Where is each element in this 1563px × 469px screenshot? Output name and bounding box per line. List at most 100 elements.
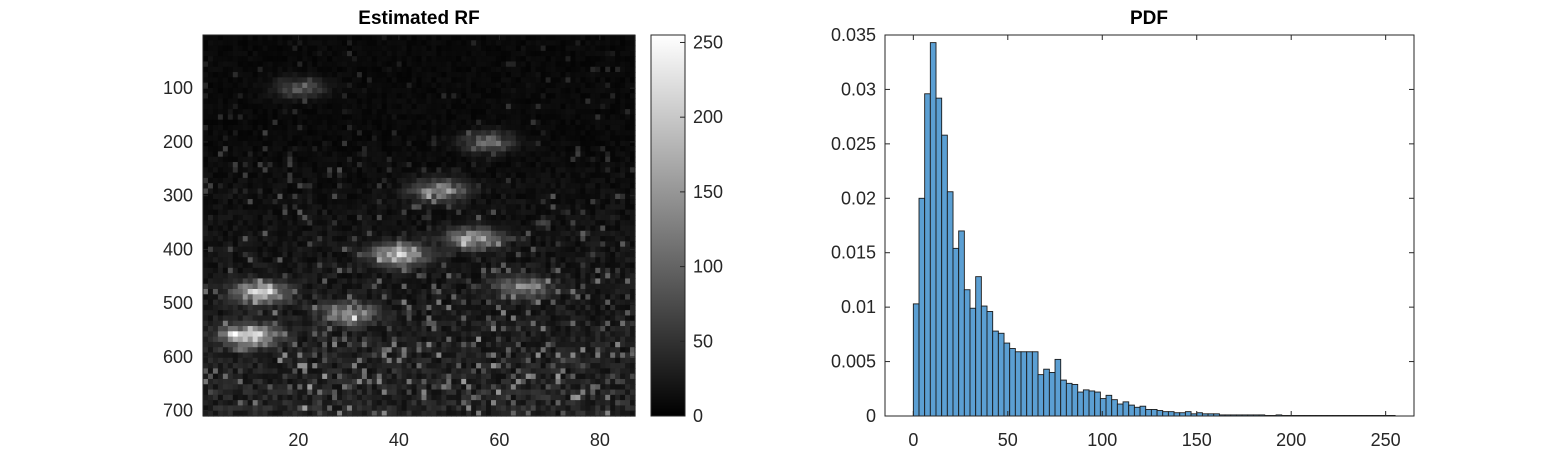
rf-pixel: [337, 141, 343, 147]
rf-pixel: [367, 199, 373, 205]
rf-pixel: [302, 310, 308, 316]
rf-pixel: [253, 146, 259, 152]
rf-pixel: [402, 114, 408, 120]
rf-pixel: [461, 77, 467, 83]
rf-pixel: [263, 173, 269, 179]
rf-pixel: [402, 151, 408, 157]
rf-pixel: [461, 199, 467, 205]
rf-pixel: [595, 88, 601, 94]
rf-pixel: [531, 130, 537, 136]
rf-pixel: [426, 61, 432, 67]
rf-pixel: [605, 56, 611, 62]
rf-pixel: [402, 77, 408, 83]
rf-pixel: [228, 77, 234, 83]
rf-pixel: [496, 67, 502, 73]
rf-pixel: [337, 83, 343, 89]
rf-pixel: [521, 284, 527, 290]
rf-pixel: [208, 194, 214, 200]
rf-pixel: [263, 183, 269, 189]
rf-pixel: [561, 77, 567, 83]
rf-pixel: [387, 215, 393, 221]
rf-pixel: [203, 220, 209, 226]
rf-pixel: [585, 204, 591, 210]
rf-pixel: [446, 99, 452, 105]
rf-pixel: [253, 88, 259, 94]
rf-pixel: [268, 46, 274, 52]
rf-pixel: [615, 326, 621, 332]
rf-pixel: [287, 284, 293, 290]
rf-pixel: [556, 284, 562, 290]
rf-pixel: [292, 326, 298, 332]
rf-pixel: [208, 151, 214, 157]
rf-pixel: [238, 337, 244, 343]
rf-pixel: [466, 136, 472, 142]
rf-pixel: [476, 315, 482, 321]
rf-pixel: [287, 130, 293, 136]
rf-pixel: [213, 77, 219, 83]
rf-pixel: [426, 252, 432, 258]
rf-pixel: [417, 326, 423, 332]
rf-pixel: [590, 194, 596, 200]
rf-pixel: [511, 310, 517, 316]
rf-pixel: [282, 109, 288, 115]
rf-pixel: [441, 109, 447, 115]
rf-pixel: [228, 167, 234, 173]
rf-pixel: [307, 88, 313, 94]
rf-pixel: [213, 157, 219, 163]
rf-pixel: [421, 141, 427, 147]
rf-pixel: [377, 268, 383, 274]
rf-pixel: [367, 93, 373, 99]
rf-pixel: [238, 278, 244, 284]
rf-pixel: [536, 104, 542, 110]
rf-pixel: [337, 167, 343, 173]
rf-pixel: [461, 210, 467, 216]
rf-pixel: [417, 226, 423, 232]
rf-pixel: [228, 294, 234, 300]
rf-pixel: [218, 263, 224, 269]
rf-pixel: [521, 72, 527, 78]
rf-pixel: [615, 51, 621, 57]
rf-pixel: [203, 136, 209, 142]
rf-pixel: [238, 157, 244, 163]
rf-pixel: [516, 231, 522, 237]
rf-pixel: [263, 315, 269, 321]
rf-pixel: [248, 93, 254, 99]
rf-pixel: [421, 173, 427, 179]
rf-pixel: [228, 263, 234, 269]
rf-pixel: [268, 252, 274, 258]
rf-pixel: [352, 289, 358, 295]
rf-pixel: [471, 278, 477, 284]
rf-pixel: [213, 46, 219, 52]
rf-pixel: [387, 257, 393, 263]
rf-pixel: [317, 162, 323, 168]
rf-pixel: [575, 109, 581, 115]
rf-pixel: [342, 109, 348, 115]
rf-pixel: [541, 125, 547, 131]
rf-pixel: [223, 310, 229, 316]
rf-pixel: [625, 46, 631, 52]
rf-pixel: [258, 46, 264, 52]
rf-pixel: [556, 141, 562, 147]
rf-pixel: [625, 289, 631, 295]
rf-pixel: [451, 226, 457, 232]
rf-pixel: [337, 300, 343, 306]
rf-pixel: [446, 257, 452, 263]
rf-pixel: [451, 109, 457, 115]
rf-pixel: [327, 40, 333, 46]
rf-pixel: [263, 67, 269, 73]
rf-pixel: [228, 157, 234, 163]
rf-pixel: [282, 326, 288, 332]
rf-pixel: [546, 61, 552, 67]
rf-pixel: [268, 35, 274, 41]
rf-pixel: [213, 337, 219, 343]
rf-pixel: [436, 300, 442, 306]
rf-pixel: [620, 284, 626, 290]
rf-pixel: [248, 61, 254, 67]
rf-pixel: [625, 257, 631, 263]
rf-pixel: [610, 204, 616, 210]
rf-pixel: [506, 241, 512, 247]
rf-pixel: [461, 236, 467, 242]
rf-pixel: [461, 263, 467, 269]
rf-pixel: [392, 188, 398, 194]
rf-pixel: [451, 294, 457, 300]
